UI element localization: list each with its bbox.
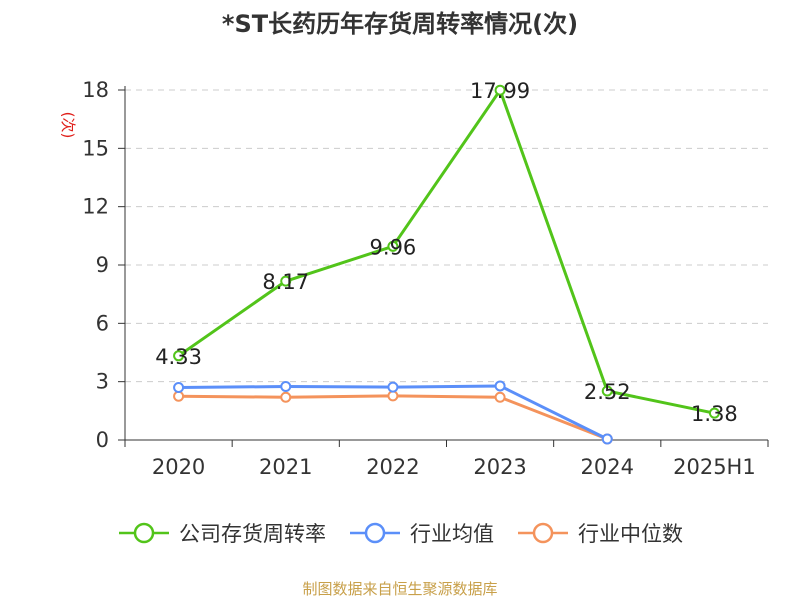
legend-swatch: [119, 522, 169, 544]
y-tick-label: 12: [82, 195, 109, 219]
x-tick-label: 2022: [366, 455, 419, 479]
grid-lines: [125, 89, 768, 383]
data-point: [494, 380, 506, 392]
data-label: 9.96: [370, 235, 417, 259]
data-point: [387, 390, 399, 402]
data-point: [708, 407, 720, 419]
legend: 公司存货周转率 行业均值 行业中位数: [0, 518, 800, 548]
source-note: 制图数据来自恒生聚源数据库: [302, 580, 498, 598]
y-tick-label: 15: [82, 136, 109, 160]
data-point: [601, 433, 613, 445]
legend-swatch: [350, 522, 400, 544]
x-tick-label: 2020: [152, 455, 205, 479]
data-point: [173, 350, 185, 362]
x-tick-label: 2024: [581, 455, 634, 479]
data-label: 1.38: [691, 402, 738, 426]
legend-item: 公司存货周转率: [117, 518, 326, 548]
legend-item: 行业中位数: [516, 518, 683, 548]
data-label: 8.17: [262, 270, 309, 294]
data-point: [387, 240, 399, 252]
data-point: [494, 391, 506, 403]
legend-label: 公司存货周转率: [179, 522, 326, 546]
y-tick-label: 9: [96, 253, 109, 277]
y-tick-label: 6: [96, 311, 109, 335]
data-point: [494, 84, 506, 96]
y-tick-label: 18: [82, 78, 109, 102]
data-point: [601, 385, 613, 397]
data-point: [280, 275, 292, 287]
data-point: [387, 381, 399, 393]
data-label: 4.33: [155, 345, 202, 369]
legend-label: 行业中位数: [578, 522, 683, 546]
chart-title: *ST长药历年存货周转率情况(次): [221, 10, 579, 38]
data-point: [173, 382, 185, 393]
x-tick-label: 2021: [259, 455, 312, 479]
legend-label: 行业均值: [410, 522, 494, 546]
series-line: [178, 394, 608, 441]
y-tick-label: 3: [96, 370, 109, 394]
data-point: [280, 381, 292, 393]
y-tick-label: 0: [96, 428, 109, 452]
legend-swatch: [518, 522, 568, 544]
data-label: 2.52: [584, 380, 631, 404]
data-point: [173, 390, 185, 402]
data-label: 17.99: [470, 79, 530, 103]
series-line: [177, 88, 715, 415]
legend-item: 行业均值: [348, 518, 494, 548]
x-tick-label: 2025H1: [673, 455, 756, 479]
series-lines: [173, 84, 720, 445]
data-point: [280, 391, 292, 403]
y-axis-title: (次): [59, 112, 77, 139]
x-tick-label: 2023: [473, 455, 526, 479]
axes: 0 3 6 9 12 15 18 (次) 2020 2021 2022 2023 2024 2025H1: [59, 78, 769, 479]
data-labels: 4.33 8.17 9.96 17.99 2.52 1.38: [155, 79, 738, 426]
